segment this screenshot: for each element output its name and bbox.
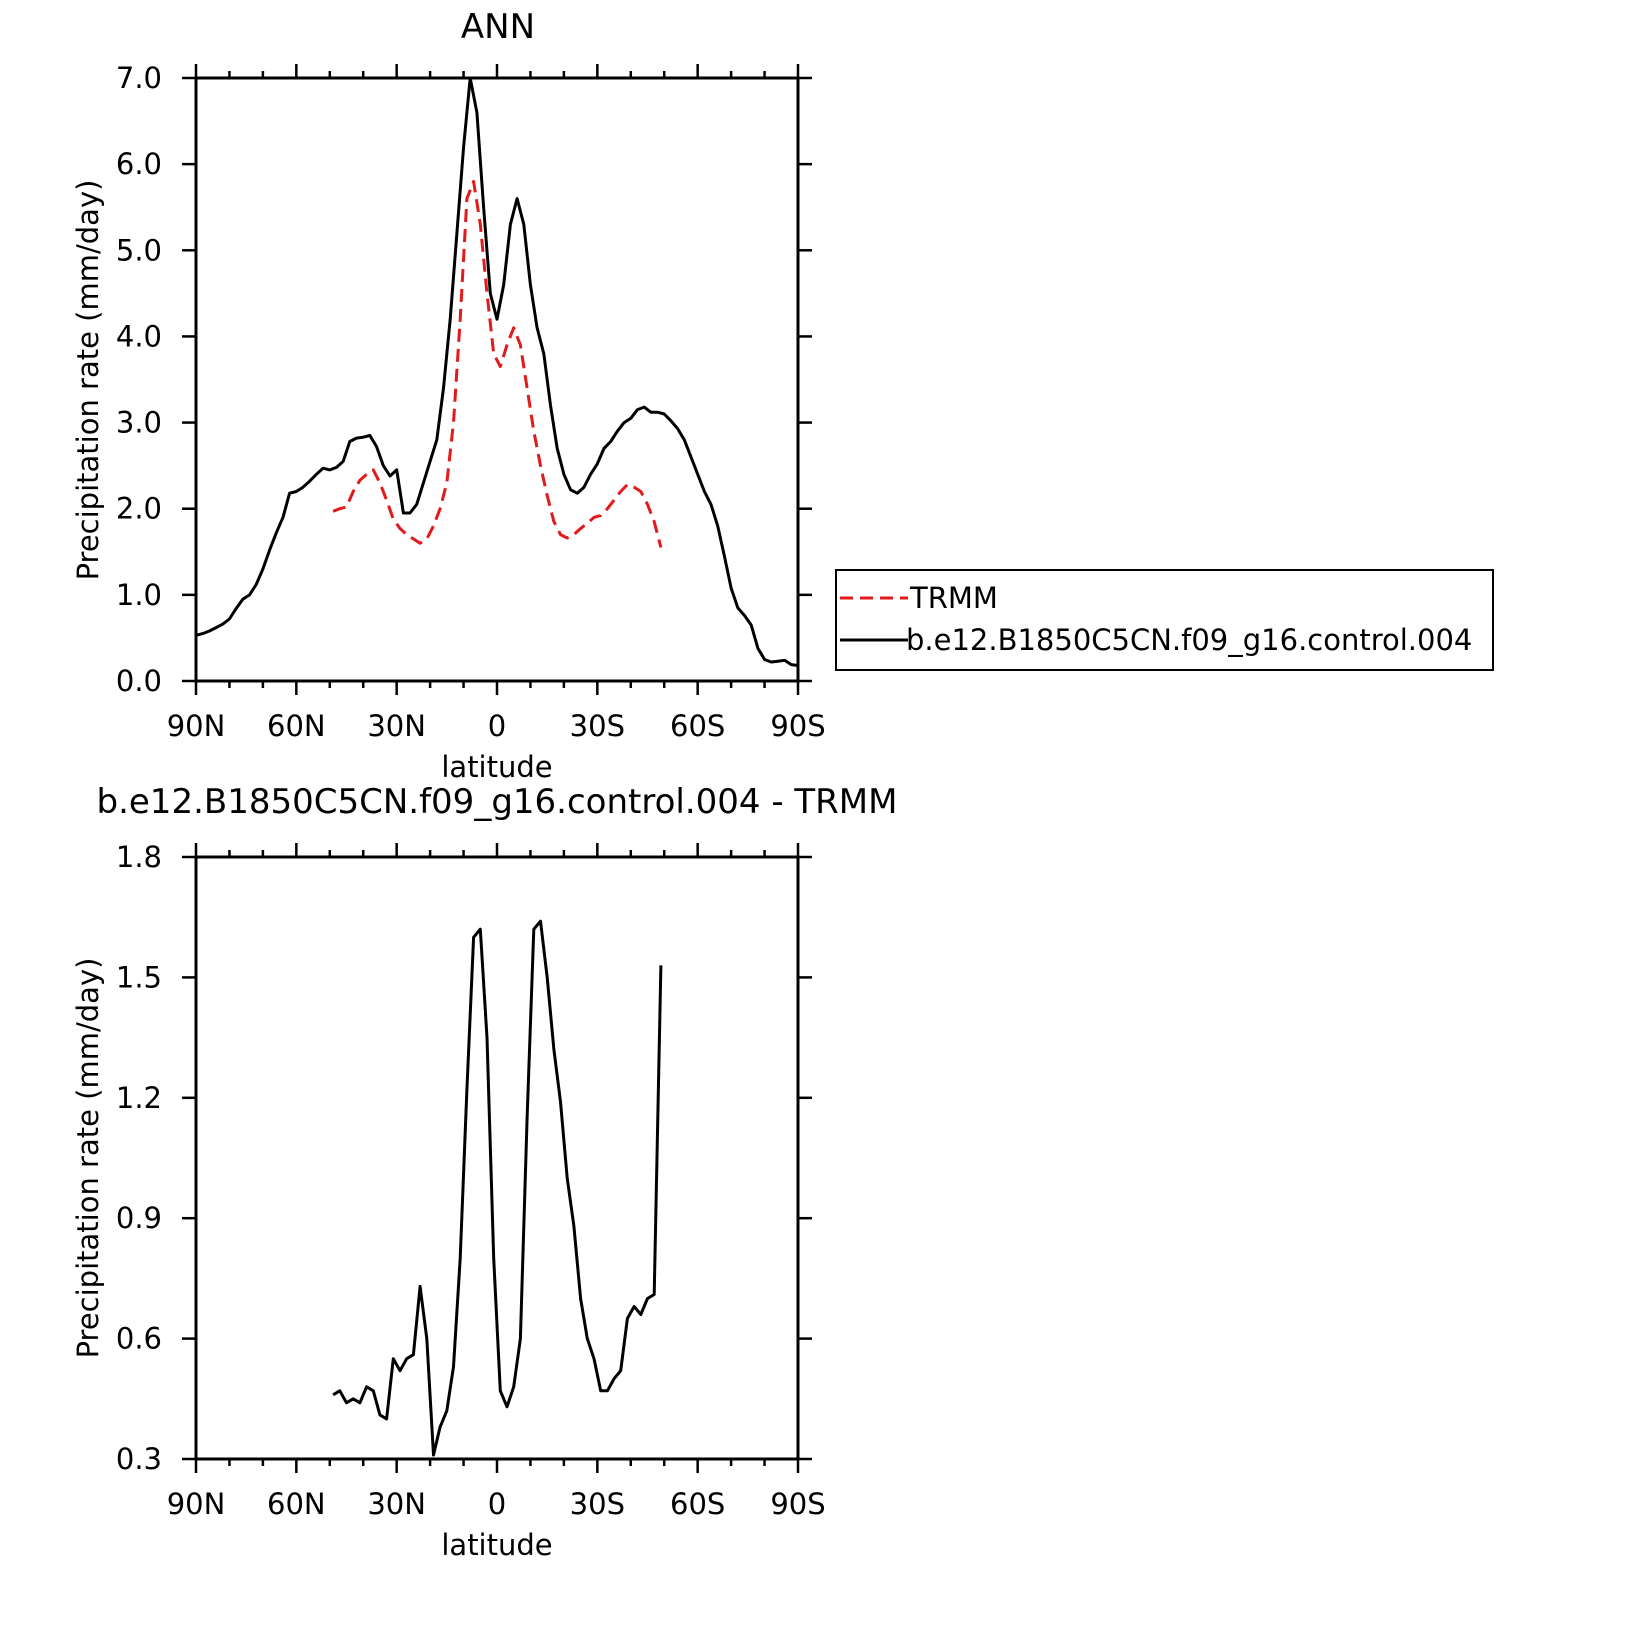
top-x-axis-label: latitude: [441, 750, 552, 784]
top-chart-title: ANN: [461, 7, 535, 47]
top-panel: ANN 90N 60N 30N 0 30S 60S 90S 0.0 1.0 2.0 3.0 4.0 5.…: [71, 7, 1494, 784]
bottom-x-tick-label: 30S: [570, 1487, 625, 1521]
bottom-x-tick-label: 60S: [670, 1487, 725, 1521]
top-x-tick-label: 90S: [770, 709, 825, 743]
legend-box: [835, 569, 1494, 671]
bottom-x-tick-label: 30N: [367, 1487, 426, 1521]
top-x-tick-label: 0: [488, 709, 506, 743]
top-y-tick-label: 7.0: [116, 61, 162, 95]
bottom-x-tick-label: 90N: [167, 1487, 226, 1521]
top-y-tick-label: 1.0: [116, 578, 162, 612]
top-x-tick-label: 30S: [570, 709, 625, 743]
top-series-group: [195, 76, 799, 667]
bottom-axis-ticks: 90N 60N 30N 0 30S 60S 90S 0.3 0.6 0.9 1.2 1.5 1.8: [116, 840, 826, 1521]
legend: TRMM b.e12.B1850C5CN.f09_g16.control.004: [835, 569, 1494, 671]
top-axis-ticks: 90N 60N 30N 0 30S 60S 90S 0.0 1.0 2.0 3.0 4.0 5.0 6.0…: [116, 61, 826, 743]
bottom-panel: b.e12.B1850C5CN.f09_g16.control.004 - TR…: [71, 782, 897, 1562]
bottom-y-tick-label: 0.9: [116, 1201, 162, 1235]
bottom-x-tick-label: 90S: [770, 1487, 825, 1521]
top-x-tick-label: 60N: [267, 709, 326, 743]
bottom-y-axis-label: Precipitation rate (mm/day): [71, 958, 105, 1359]
bottom-y-tick-label: 1.5: [116, 960, 162, 994]
top-x-tick-label: 60S: [670, 709, 725, 743]
top-y-tick-label: 0.0: [116, 664, 162, 698]
bottom-y-tick-label: 1.2: [116, 1081, 162, 1115]
legend-label-model: b.e12.B1850C5CN.f09_g16.control.004: [906, 623, 1472, 657]
top-y-axis-label: Precipitation rate (mm/day): [71, 180, 105, 581]
bottom-y-tick-label: 0.6: [116, 1322, 162, 1356]
top-y-tick-label: 6.0: [116, 147, 162, 181]
top-series-line-b-e12-b1850c5cn-f09-g16-control-004: [195, 76, 799, 667]
legend-label-trmm: TRMM: [909, 581, 998, 615]
top-x-tick-label: 30N: [367, 709, 426, 743]
bottom-plot-frame: [194, 855, 800, 1461]
top-y-tick-label: 2.0: [116, 492, 162, 526]
bottom-y-tick-label: 1.8: [116, 840, 162, 874]
top-series-line-trmm: [332, 179, 663, 548]
bottom-x-tick-label: 0: [488, 1487, 506, 1521]
top-y-tick-label: 4.0: [116, 319, 162, 353]
bottom-y-tick-label: 0.3: [116, 1442, 162, 1476]
bottom-series-group: [332, 919, 663, 1457]
top-x-tick-label: 90N: [167, 709, 226, 743]
top-plot-frame: [194, 76, 800, 683]
top-y-tick-label: 3.0: [116, 406, 162, 440]
bottom-x-tick-label: 60N: [267, 1487, 326, 1521]
bottom-x-axis-label: latitude: [441, 1528, 552, 1562]
top-y-tick-label: 5.0: [116, 233, 162, 267]
bottom-series-line-difference: [332, 919, 663, 1457]
bottom-chart-title: b.e12.B1850C5CN.f09_g16.control.004 - TR…: [97, 782, 898, 822]
